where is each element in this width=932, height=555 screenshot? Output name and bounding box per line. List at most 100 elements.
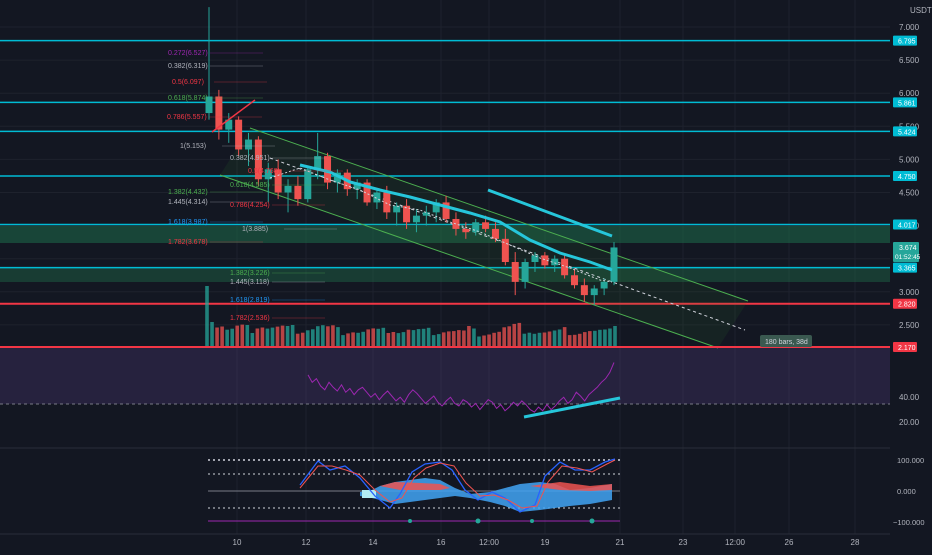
- candle-body: [324, 156, 332, 183]
- volume-bar: [507, 326, 512, 346]
- volume-bar: [346, 333, 350, 346]
- volume-bar: [457, 330, 461, 346]
- candle-body: [225, 119, 233, 130]
- candle-body: [205, 96, 213, 114]
- fib-level-label: 0.5(6.097): [172, 79, 204, 86]
- candle-body: [403, 205, 411, 223]
- price-axis[interactable]: 7.0006.5006.0005.5005.0004.5004.0003.500…: [890, 0, 932, 534]
- volume-bar: [381, 327, 386, 346]
- volume-bar: [305, 330, 310, 346]
- candle-body: [580, 285, 588, 296]
- volume-bar: [321, 325, 325, 346]
- fibonacci-labels: 0.272(6.527) 0.382(6.319) 0.5(6.097) 0.618(…: [167, 50, 343, 322]
- price-tick-label: 2.500: [899, 321, 920, 330]
- candle-body: [432, 202, 440, 213]
- fib-level-label: 0.5(4.768): [248, 168, 280, 175]
- candle-body: [561, 258, 569, 276]
- volume-bar: [512, 323, 517, 346]
- price-level-label: 4.017: [898, 222, 916, 229]
- time-tick-label: 12: [302, 538, 311, 547]
- volume-bar: [275, 326, 280, 346]
- volume-bar: [608, 328, 612, 346]
- candle-body: [472, 222, 480, 233]
- candle-body: [541, 255, 549, 266]
- candle-body: [501, 238, 509, 263]
- volume-bar: [391, 332, 396, 346]
- volume-bar: [295, 333, 300, 346]
- candle-body: [333, 172, 341, 183]
- time-tick-label: 23: [679, 538, 688, 547]
- volume-bar: [582, 332, 587, 346]
- volume-bar: [482, 335, 486, 346]
- volume-bar: [527, 332, 532, 346]
- volume-bar: [371, 328, 376, 346]
- currency-label: USDT: [910, 6, 932, 15]
- volume-bar: [205, 286, 209, 346]
- price-level-label: 2.820: [898, 302, 916, 309]
- volume-bar: [562, 327, 567, 346]
- volume-bar: [522, 333, 527, 346]
- price-level-tag: [893, 298, 917, 309]
- volume-bar: [416, 329, 421, 346]
- candlestick-series: [205, 7, 618, 306]
- candle-body: [274, 169, 282, 193]
- bars-range-label: 180 bars, 38d: [765, 339, 808, 346]
- stoch-tick-label: 100.000: [897, 456, 924, 465]
- time-axis[interactable]: 10 12 14 16 12:00 19 21 23 12:00 26 28: [0, 533, 932, 550]
- price-tick-label: 5.000: [899, 155, 920, 164]
- moving-average-short: [269, 167, 613, 283]
- candle-body: [284, 185, 292, 193]
- volume-bar: [280, 325, 285, 346]
- price-level-tag: [893, 35, 917, 46]
- candle-body: [462, 228, 470, 233]
- stoch-tick-label: −100.000: [893, 518, 925, 527]
- volume-bar: [396, 333, 401, 346]
- volume-bar: [401, 332, 406, 346]
- rsi-divergence-line: [523, 396, 621, 419]
- candle-body: [264, 169, 272, 180]
- time-tick-label: 26: [785, 538, 794, 547]
- volume-bar: [598, 329, 602, 346]
- time-tick-label: 28: [851, 538, 860, 547]
- fib-level-label: 1.382(3.226): [230, 270, 270, 277]
- volume-bar: [250, 333, 255, 346]
- candle-body: [590, 288, 598, 296]
- candle-body: [383, 192, 391, 213]
- volume-bar: [567, 335, 572, 346]
- support-zone: [0, 268, 890, 282]
- fib-level-label: 1.382(4.432): [168, 189, 208, 196]
- volume-bar: [326, 326, 330, 346]
- volume-bar: [220, 326, 224, 346]
- price-level-tag: [893, 126, 917, 137]
- rsi-tick-label: 40.00: [899, 393, 920, 402]
- volume-bar: [351, 332, 355, 346]
- bars-range-badge: [760, 335, 812, 347]
- fib-level-label: 0.618(5.874): [168, 95, 208, 102]
- volume-bar: [593, 330, 597, 346]
- volume-bar: [411, 330, 416, 346]
- volume-bar: [310, 329, 315, 346]
- volume-bar: [452, 331, 456, 346]
- volume-bar: [462, 330, 466, 346]
- volume-bar: [210, 322, 214, 346]
- trend-ray: [487, 188, 613, 238]
- volume-bar: [316, 326, 320, 346]
- volume-bar: [487, 334, 491, 346]
- candle-body: [610, 247, 618, 282]
- candle-body: [521, 262, 529, 282]
- price-level-label: 2.170: [898, 345, 916, 352]
- price-level-label: 4.750: [898, 174, 916, 181]
- candle-body: [304, 169, 312, 200]
- candle-body: [422, 212, 430, 216]
- stoch-signals: [408, 518, 595, 524]
- price-level-label: 3.365: [898, 266, 916, 273]
- fib-level-label: 0.786(5.557): [167, 114, 207, 121]
- volume-bar: [497, 331, 501, 346]
- volume-bars: [205, 286, 617, 346]
- volume-bar: [542, 332, 547, 346]
- volume-bar: [270, 327, 275, 346]
- rsi-tick-label: 20.00: [899, 418, 920, 427]
- volume-bar: [436, 334, 441, 346]
